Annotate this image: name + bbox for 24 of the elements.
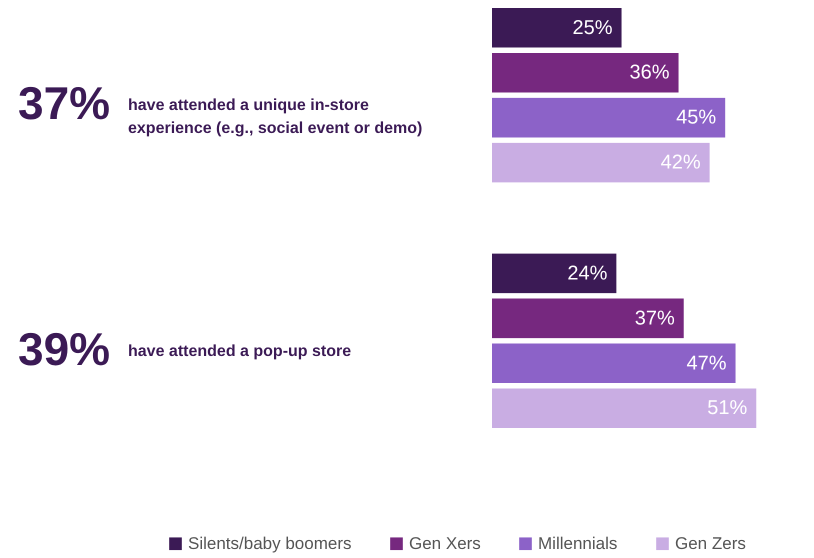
data-label: 42% bbox=[660, 152, 701, 174]
text: 39% bbox=[18, 322, 110, 375]
data-label: 37% bbox=[634, 307, 675, 330]
data-label: 51% bbox=[707, 397, 748, 420]
y-tick-label: have attended a unique in-store experience (e.g., social event or demo) bbox=[128, 97, 422, 138]
bar bbox=[492, 98, 726, 138]
bar bbox=[492, 52, 679, 92]
data-label: 36% bbox=[630, 62, 670, 84]
bar bbox=[492, 344, 736, 384]
legend-label: Silents/baby boomers bbox=[188, 534, 352, 553]
bar bbox=[492, 8, 622, 48]
data-label: 45% bbox=[676, 106, 716, 129]
text: 37% bbox=[18, 77, 110, 130]
bar bbox=[492, 142, 710, 182]
legend-label: Millennials bbox=[538, 534, 618, 553]
y-tick-label: have attended a pop-up store bbox=[128, 342, 352, 360]
bar bbox=[492, 298, 684, 338]
legend-label: Gen Zers bbox=[675, 534, 746, 553]
data-label: 24% bbox=[567, 262, 608, 284]
bar bbox=[492, 254, 616, 294]
legend-label: Gen Xers bbox=[409, 534, 481, 553]
data-label: 25% bbox=[572, 16, 613, 39]
bar bbox=[492, 388, 756, 428]
data-label: 47% bbox=[686, 352, 727, 374]
